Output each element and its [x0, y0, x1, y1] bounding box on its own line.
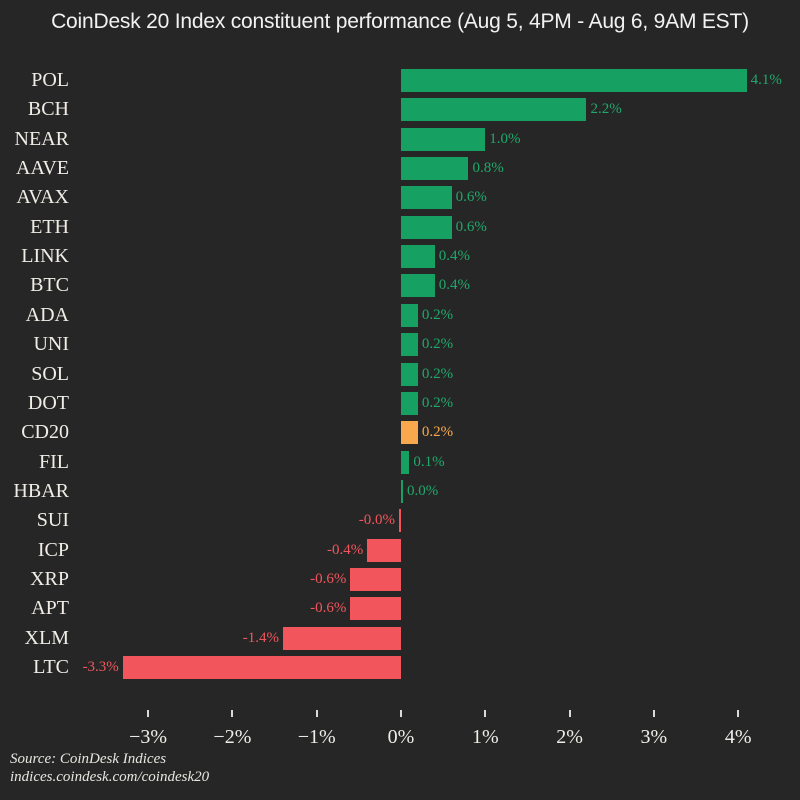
performance-bar-dot [401, 391, 418, 415]
value-label-near: 1.0% [489, 130, 521, 147]
value-label-sui: -0.0% [358, 512, 395, 529]
category-label-avax: AVAX [16, 186, 69, 209]
x-axis-tick-label: −2% [213, 726, 252, 748]
x-axis-tick-label: 2% [556, 726, 583, 748]
value-label-uni: 0.2% [421, 336, 454, 353]
value-label-ada: 0.2% [421, 306, 454, 323]
category-label-pol: POL [31, 69, 69, 91]
performance-bar-uni [401, 333, 418, 357]
x-axis-tick-label: 0% [387, 726, 415, 748]
category-label-xlm: XLM [24, 626, 69, 649]
x-axis-tick-label: 4% [724, 726, 752, 748]
performance-bar-xrp [350, 567, 401, 591]
category-label-ltc: LTC [33, 656, 69, 678]
category-label-btc: BTC [30, 274, 69, 297]
x-axis-tick-mark [315, 710, 318, 717]
x-axis-tick-mark [147, 710, 150, 717]
x-axis-tick-mark [652, 710, 655, 717]
x-axis-tick-mark [231, 710, 234, 717]
x-axis-tick-mark [400, 710, 402, 717]
performance-bar-avax [401, 186, 452, 210]
performance-bar-apt [350, 597, 401, 621]
value-label-link: 0.4% [438, 248, 470, 265]
performance-bar-xlm [282, 626, 401, 650]
category-label-fil: FIL [39, 450, 69, 473]
value-label-fil: 0.1% [413, 453, 445, 470]
value-label-avax: 0.6% [455, 189, 487, 206]
category-label-bch: BCH [27, 98, 69, 121]
performance-bar-pol [401, 69, 747, 92]
category-label-link: LINK [21, 245, 69, 268]
performance-bar-link [401, 245, 435, 269]
x-axis-tick-label: −1% [297, 726, 336, 748]
category-label-sol: SOL [31, 362, 69, 385]
performance-bar-near [401, 127, 486, 151]
value-label-xlm: -1.4% [242, 629, 279, 646]
performance-bar-sol [401, 362, 418, 386]
performance-bar-btc [401, 274, 435, 298]
category-label-dot: DOT [27, 391, 69, 414]
source-url: indices.coindesk.com/coindesk20 [10, 769, 210, 785]
value-label-ltc: -3.3% [82, 659, 119, 675]
performance-bar-eth [401, 215, 452, 239]
value-label-pol: 4.1% [750, 72, 782, 88]
value-label-cd20: 0.2% [421, 424, 454, 441]
value-label-sol: 0.2% [421, 365, 454, 382]
performance-bar-icp [367, 538, 401, 562]
category-label-icp: ICP [37, 538, 69, 561]
performance-bar-fil [401, 450, 410, 474]
source-attribution: Source: CoinDesk Indices [10, 751, 167, 767]
value-label-apt: -0.6% [310, 600, 347, 617]
category-label-sui: SUI [36, 509, 69, 532]
category-label-hbar: HBAR [13, 479, 69, 502]
value-label-xrp: -0.6% [310, 570, 347, 587]
value-label-btc: 0.4% [438, 277, 470, 294]
category-label-ada: ADA [25, 303, 69, 326]
x-axis-tick-label: 1% [471, 726, 499, 748]
value-label-bch: 2.2% [590, 101, 622, 118]
category-label-near: NEAR [14, 127, 69, 150]
category-label-uni: UNI [33, 333, 69, 356]
category-label-apt: APT [31, 597, 69, 620]
chart-title: CoinDesk 20 Index constituent performanc… [51, 10, 749, 33]
value-label-hbar: 0.0% [407, 482, 439, 499]
category-label-aave: AAVE [16, 157, 69, 180]
value-label-aave: 0.8% [472, 160, 504, 177]
x-axis-tick-mark [484, 710, 487, 717]
category-label-xrp: XRP [30, 567, 69, 590]
performance-bar-bch [401, 98, 587, 122]
performance-bar-aave [401, 157, 469, 181]
value-label-dot: 0.2% [421, 394, 454, 411]
x-axis-tick-mark [737, 710, 740, 717]
performance-bar-ada [401, 303, 418, 327]
category-label-eth: ETH [30, 215, 69, 238]
performance-bar-cd20 [401, 421, 418, 445]
x-axis-tick-label: −3% [129, 726, 168, 748]
x-axis-tick-mark [568, 710, 571, 717]
value-label-eth: 0.6% [455, 218, 487, 235]
performance-bar-ltc [122, 656, 401, 679]
x-axis-tick-label: 3% [640, 726, 668, 748]
value-label-icp: -0.4% [327, 541, 364, 558]
performance-bar-sui [399, 509, 401, 533]
category-label-cd20: CD20 [21, 421, 69, 444]
performance-bar-hbar [401, 479, 403, 503]
